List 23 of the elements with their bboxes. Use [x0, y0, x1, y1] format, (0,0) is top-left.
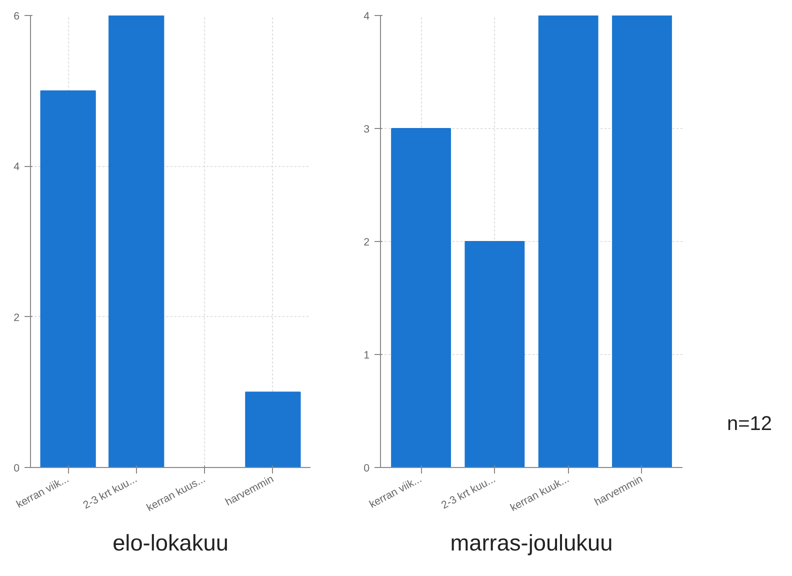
y-tick-label: 0	[14, 462, 20, 474]
y-tick-label: 1	[364, 350, 370, 362]
y-tick-label: 4	[364, 10, 370, 22]
y-tick-label: 2	[14, 312, 20, 324]
y-tick-label: 2	[364, 236, 370, 248]
bar	[538, 16, 598, 468]
y-tick-label: 0	[364, 462, 370, 474]
y-tick-label: 4	[14, 161, 20, 174]
bar	[40, 90, 96, 468]
text: elo-lokakuu	[112, 530, 228, 556]
y-tick-label: 3	[364, 124, 370, 136]
bar	[245, 392, 301, 468]
bar	[108, 16, 164, 468]
x-tick-label: kerran kuus...	[144, 473, 208, 514]
bar	[464, 241, 525, 468]
bar	[391, 128, 451, 468]
x-tick-label: 2-3 krt kuu...	[81, 473, 140, 512]
text: marras-joulukuu	[450, 530, 613, 556]
bar	[612, 16, 672, 468]
x-tick-label: 2-3 krt kuu...	[440, 473, 498, 512]
x-tick-label: kerran kuuk...	[508, 473, 572, 514]
text: n=12	[727, 412, 772, 437]
y-tick-label: 6	[14, 10, 20, 22]
